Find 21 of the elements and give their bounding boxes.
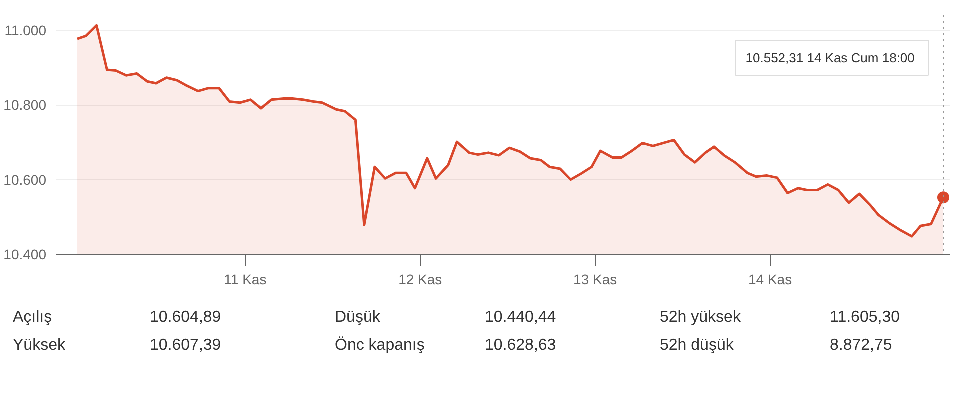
x-tick-label: 12 Kas xyxy=(398,272,442,288)
x-tick-label: 11 Kas xyxy=(224,272,267,288)
text: Önc kapanış xyxy=(335,336,426,356)
y-tick-label: 10.400 xyxy=(4,246,47,262)
text: Düşük xyxy=(335,308,382,328)
y-tick-label: 10.600 xyxy=(4,172,47,188)
x-tick-label: 13 Kas xyxy=(574,272,618,288)
text: Açılış xyxy=(13,308,54,328)
text: 10.607,39 xyxy=(150,336,222,356)
text: 10.440,44 xyxy=(485,308,558,328)
annotation: 10.552,31 14 Kas Cum 18:00 xyxy=(746,50,915,66)
y-tick-label: 10.800 xyxy=(4,97,47,114)
text: 52h düşük xyxy=(660,336,735,356)
text: 11.605,30 xyxy=(830,308,901,328)
text: Yüksek xyxy=(13,336,66,356)
y-tick-label: 11.000 xyxy=(4,22,47,38)
x-tick-label: 14 Kas xyxy=(748,272,792,288)
text: 8.872,75 xyxy=(830,336,894,356)
text: 10.604,89 xyxy=(150,308,222,328)
text: 52h yüksek xyxy=(660,308,742,328)
text: 10.628,63 xyxy=(485,336,558,356)
